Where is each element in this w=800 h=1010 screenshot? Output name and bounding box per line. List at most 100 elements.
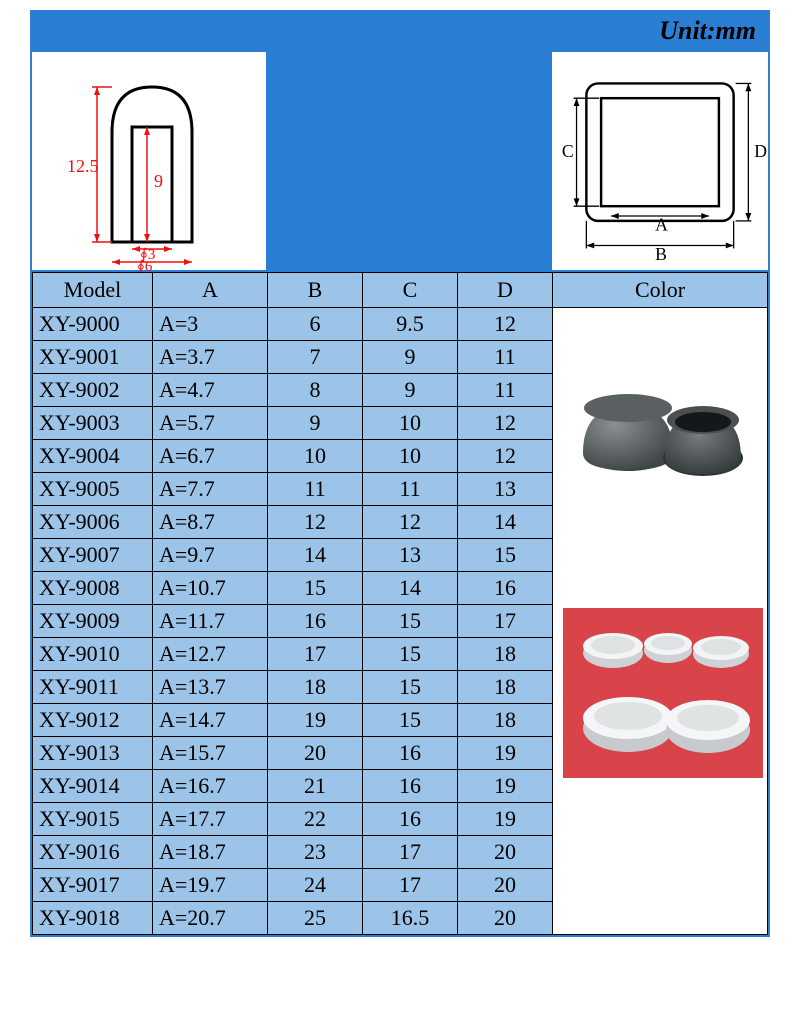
dim-outer-dia: ∮6 xyxy=(137,259,153,272)
cell-a: A=3 xyxy=(153,308,268,341)
cell-b: 11 xyxy=(268,473,363,506)
cell-d: 18 xyxy=(458,638,553,671)
cell-a: A=11.7 xyxy=(153,605,268,638)
cell-b: 19 xyxy=(268,704,363,737)
cell-b: 21 xyxy=(268,770,363,803)
cell-c: 14 xyxy=(363,572,458,605)
cell-model: XY-9010 xyxy=(33,638,153,671)
cell-d: 19 xyxy=(458,770,553,803)
cell-d: 12 xyxy=(458,308,553,341)
cell-c: 9.5 xyxy=(363,308,458,341)
th-b: B xyxy=(268,273,363,308)
cell-model: XY-9001 xyxy=(33,341,153,374)
cell-model: XY-9018 xyxy=(33,902,153,935)
cell-model: XY-9013 xyxy=(33,737,153,770)
cell-d: 13 xyxy=(458,473,553,506)
cell-model: XY-9012 xyxy=(33,704,153,737)
cell-b: 6 xyxy=(268,308,363,341)
cell-b: 22 xyxy=(268,803,363,836)
cell-a: A=4.7 xyxy=(153,374,268,407)
dim-label-a: A xyxy=(655,215,668,235)
product-photo-white-icon xyxy=(563,608,763,778)
cell-b: 16 xyxy=(268,605,363,638)
dim-label-b: B xyxy=(655,244,667,264)
cell-model: XY-9014 xyxy=(33,770,153,803)
cell-b: 17 xyxy=(268,638,363,671)
dim-inner-height: 9 xyxy=(154,171,163,191)
diagram-spacer-c xyxy=(362,52,457,270)
cell-d: 15 xyxy=(458,539,553,572)
cell-d: 19 xyxy=(458,737,553,770)
cell-b: 10 xyxy=(268,440,363,473)
cell-b: 12 xyxy=(268,506,363,539)
cell-a: A=6.7 xyxy=(153,440,268,473)
cell-a: A=19.7 xyxy=(153,869,268,902)
cell-model: XY-9003 xyxy=(33,407,153,440)
cell-b: 14 xyxy=(268,539,363,572)
cell-d: 19 xyxy=(458,803,553,836)
th-c: C xyxy=(363,273,458,308)
diagram-spacer-d xyxy=(457,52,552,270)
th-a: A xyxy=(153,273,268,308)
cell-a: A=13.7 xyxy=(153,671,268,704)
diagram-spacer-b xyxy=(267,52,362,270)
cell-a: A=14.7 xyxy=(153,704,268,737)
cell-c: 17 xyxy=(363,836,458,869)
cell-model: XY-9016 xyxy=(33,836,153,869)
cell-model: XY-9007 xyxy=(33,539,153,572)
cell-model: XY-9015 xyxy=(33,803,153,836)
cell-model: XY-9005 xyxy=(33,473,153,506)
cell-c: 9 xyxy=(363,341,458,374)
cell-a: A=16.7 xyxy=(153,770,268,803)
dim-label-d: D xyxy=(754,141,767,161)
cell-b: 9 xyxy=(268,407,363,440)
cell-a: A=3.7 xyxy=(153,341,268,374)
cell-model: XY-9004 xyxy=(33,440,153,473)
unit-label: Unit:mm xyxy=(32,12,768,52)
spec-table: Model A B C D Color XY-9000A=369.512 xyxy=(32,272,768,935)
table-row: XY-9000A=369.512 xyxy=(33,308,768,341)
cell-a: A=10.7 xyxy=(153,572,268,605)
product-photo-grey-icon xyxy=(573,378,753,498)
cell-b: 24 xyxy=(268,869,363,902)
cell-c: 15 xyxy=(363,638,458,671)
cell-c: 15 xyxy=(363,605,458,638)
cell-d: 12 xyxy=(458,407,553,440)
cell-c: 15 xyxy=(363,671,458,704)
cell-c: 16 xyxy=(363,770,458,803)
cell-model: XY-9017 xyxy=(33,869,153,902)
cell-a: A=9.7 xyxy=(153,539,268,572)
dim-label-c: C xyxy=(562,141,574,161)
table-header-row: Model A B C D Color xyxy=(33,273,768,308)
diagram-cross-section: 12.5 9 ∮3 ∮6 xyxy=(32,52,267,270)
cell-a: A=17.7 xyxy=(153,803,268,836)
cell-c: 12 xyxy=(363,506,458,539)
cell-a: A=12.7 xyxy=(153,638,268,671)
cell-a: A=8.7 xyxy=(153,506,268,539)
cell-b: 20 xyxy=(268,737,363,770)
cell-model: XY-9002 xyxy=(33,374,153,407)
cell-d: 18 xyxy=(458,671,553,704)
th-color: Color xyxy=(553,273,768,308)
cell-d: 20 xyxy=(458,869,553,902)
th-model: Model xyxy=(33,273,153,308)
cell-d: 18 xyxy=(458,704,553,737)
cell-model: XY-9011 xyxy=(33,671,153,704)
cell-d: 17 xyxy=(458,605,553,638)
cell-c: 11 xyxy=(363,473,458,506)
cell-d: 12 xyxy=(458,440,553,473)
spec-sheet: Unit:mm xyxy=(30,10,770,937)
cell-b: 8 xyxy=(268,374,363,407)
cell-c: 13 xyxy=(363,539,458,572)
cell-c: 10 xyxy=(363,407,458,440)
cell-model: XY-9008 xyxy=(33,572,153,605)
cell-c: 16.5 xyxy=(363,902,458,935)
diagram-top-view: A B C D xyxy=(552,52,768,270)
cell-model: XY-9000 xyxy=(33,308,153,341)
cell-d: 11 xyxy=(458,341,553,374)
cell-b: 7 xyxy=(268,341,363,374)
cell-d: 20 xyxy=(458,902,553,935)
cell-model: XY-9006 xyxy=(33,506,153,539)
cell-d: 20 xyxy=(458,836,553,869)
cell-c: 17 xyxy=(363,869,458,902)
